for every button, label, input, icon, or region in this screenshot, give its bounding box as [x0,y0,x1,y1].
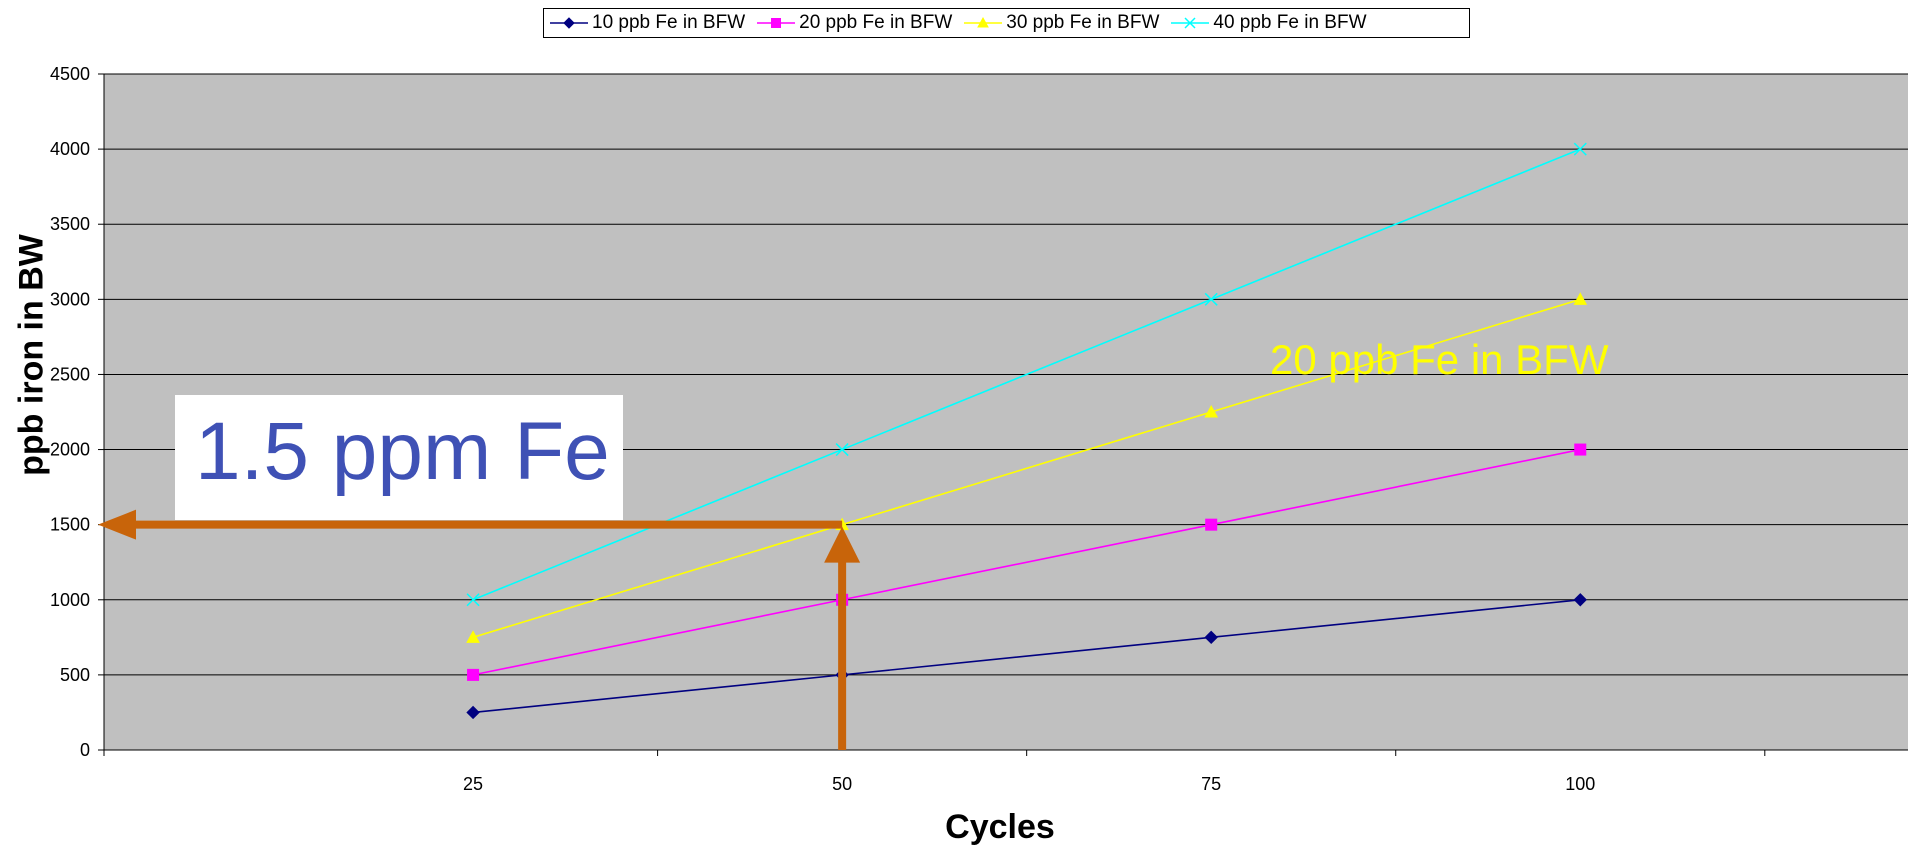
x-tick-label: 25 [463,774,483,794]
legend-label: 10 ppb Fe in BFW [592,12,746,33]
data-point [1204,630,1218,645]
legend-swatch [964,16,1003,28]
y-tick-label: 2500 [50,364,90,384]
y-tick-label: 0 [80,740,90,760]
marker-stroke [1184,17,1196,29]
marker-stroke [1573,142,1587,156]
x-tick-label: 50 [832,774,852,794]
legend-swatch [550,17,588,29]
series-annotation: 20 ppb Fe in BFW [1270,336,1609,383]
data-point [1574,443,1587,456]
x-tick-label: 100 [1565,774,1595,794]
y-tick-label: 500 [60,665,90,685]
legend-swatch-marker [1184,17,1196,29]
legend-label: 20 ppb Fe in BFW [799,12,953,33]
legend-item: 40 ppb Fe in BFW [1171,12,1367,34]
callout-box [175,395,623,520]
data-point [1205,518,1218,531]
callout-label: 1.5 ppm Fe [195,406,610,497]
legend-swatch-marker [771,18,782,28]
x-axis-label: Cycles [945,808,1055,846]
marker-stroke [466,593,480,607]
legend-label: 40 ppb Fe in BFW [1213,12,1367,33]
legend: 10 ppb Fe in BFW 20 ppb Fe in BFW 30 ppb F… [543,8,1470,38]
y-tick-label: 2000 [50,440,90,460]
data-point [835,443,849,457]
y-tick-label: 4000 [50,139,90,159]
y-tick-label: 1000 [50,590,90,610]
vertical-arrow-head [824,526,861,563]
legend-label: 30 ppb Fe in BFW [1006,12,1160,33]
y-tick-label: 4500 [50,64,90,84]
y-axis-label: ppb iron in BW [12,234,51,476]
x-tick-label: 75 [1201,774,1221,794]
data-point [1204,404,1219,418]
data-point [466,705,480,720]
data-point [1573,593,1587,607]
data-point [1204,292,1218,306]
data-point [1573,142,1587,156]
legend-swatch-marker [977,16,990,28]
series-line-3 [472,298,1581,639]
marker-stroke [835,443,849,457]
legend-item: 10 ppb Fe in BFW [550,12,745,34]
data-point [466,593,480,607]
data-point [466,630,480,643]
legend-swatch [757,18,796,28]
data-point [1573,292,1588,305]
y-tick-label: 3000 [50,289,90,309]
y-tick-label: 3500 [50,214,90,234]
legend-item: 20 ppb Fe in BFW [757,12,952,34]
legend-swatch-marker [563,17,575,29]
y-tick-label: 1500 [50,515,90,535]
series-line-1 [472,598,1581,714]
legend-item: 30 ppb Fe in BFW [964,12,1159,34]
legend-swatch [1171,17,1210,29]
marker-stroke [1204,292,1218,306]
series-line-2 [472,448,1581,676]
horizontal-arrow-head [98,509,136,540]
data-point [467,668,480,681]
